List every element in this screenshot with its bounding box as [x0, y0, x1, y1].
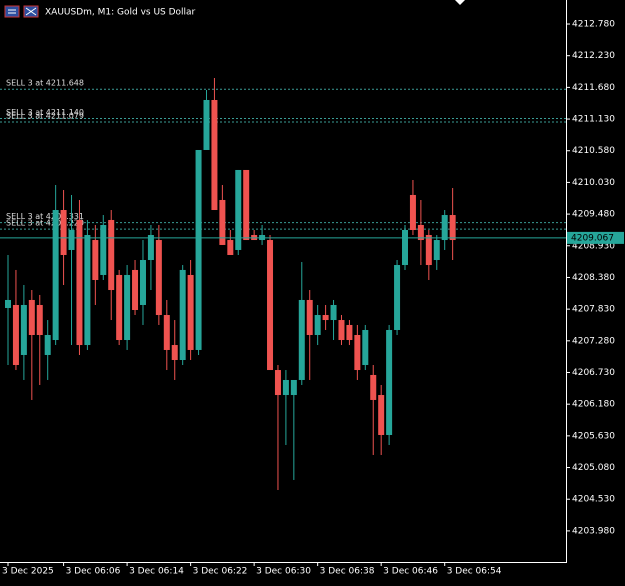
candle-body [394, 265, 401, 330]
chart-title: XAUUSDm, M1: Gold vs US Dollar [45, 8, 196, 18]
y-tick-label: 4206.180 [572, 400, 615, 410]
y-tick-label: 4207.830 [572, 305, 615, 315]
y-tick-label: 4208.930 [572, 241, 615, 251]
order-level-label: SELL 3 at 4211.079 [6, 111, 84, 120]
candle-body [179, 269, 186, 360]
y-tick-label: 4209.480 [572, 210, 615, 220]
y-tick-label: 4210.030 [572, 178, 615, 188]
candle-body [441, 215, 448, 241]
candle-body [124, 274, 131, 341]
candle-body [235, 169, 242, 250]
order-level-label: SELL 3 at 4211.648 [6, 79, 84, 88]
y-tick-label: 4205.630 [572, 431, 615, 441]
candle-body [227, 240, 234, 255]
y-tick-label: 4207.280 [572, 336, 615, 346]
order-level-label: SELL 3 at 4209.331 [6, 212, 84, 221]
y-tick-label: 4212.780 [572, 20, 615, 30]
icon [4, 5, 20, 18]
candle-body [338, 320, 345, 341]
x-tick-label: 3 Dec 06:14 [129, 567, 184, 577]
candle-body [267, 240, 274, 371]
candle-body [409, 194, 416, 230]
candle-body [274, 370, 281, 396]
bid-label: 4209.067 [571, 233, 614, 243]
candle-body [330, 304, 337, 321]
candle-body [219, 199, 226, 245]
candle-body [36, 304, 43, 335]
candle-body [187, 274, 194, 350]
candle-body [195, 149, 202, 350]
y-tick-label: 4203.980 [572, 526, 615, 536]
candle-body [362, 329, 369, 366]
candle-body [211, 99, 218, 211]
y-tick-label: 4210.580 [572, 146, 615, 156]
candle-body [108, 219, 115, 291]
candle-body [314, 315, 321, 335]
candle-body [163, 315, 170, 350]
candle-body [132, 269, 139, 311]
candle-body [139, 260, 146, 305]
x-tick-label: 3 Dec 06:06 [66, 567, 121, 577]
candle-body [5, 299, 11, 308]
y-tick-label: 4206.730 [572, 368, 615, 378]
candle-body [298, 299, 305, 380]
y-tick-label: 4211.680 [572, 83, 615, 93]
candle-body [100, 224, 107, 275]
candle-body [28, 299, 35, 335]
candle-body [243, 169, 250, 241]
candle-body [52, 210, 59, 341]
symbol-icons [4, 5, 39, 18]
candle-body [290, 379, 297, 396]
x-tick-label: 3 Dec 06:30 [256, 567, 311, 577]
x-tick-label: 3 Dec 06:38 [320, 567, 375, 577]
candle-body [84, 235, 91, 346]
candle-body [386, 329, 393, 435]
candle-body [171, 345, 178, 360]
order-level-label: SELL 3 at 4211.140 [6, 108, 84, 117]
candle-body [417, 224, 424, 241]
candle-body [76, 219, 83, 346]
icon-line [25, 7, 37, 16]
candle-body [116, 274, 123, 341]
x-tick-label: 3 Dec 06:54 [447, 567, 502, 577]
candle-body [147, 235, 154, 261]
candle-body [92, 240, 99, 280]
y-tick-label: 4212.230 [572, 51, 615, 61]
candle-body [306, 299, 313, 335]
y-tick-label: 4204.530 [572, 495, 615, 505]
candle-body [12, 304, 19, 366]
bid-tag [567, 231, 624, 244]
candle-body [425, 235, 432, 266]
x-tick-label: 3 Dec 06:46 [383, 567, 438, 577]
candle-body [378, 395, 385, 435]
y-tick-label: 4205.080 [572, 463, 615, 473]
candle-body [402, 229, 408, 266]
order-level-label: SELL 3 at 4209.220 [6, 219, 84, 228]
candle-body [20, 304, 27, 355]
candle-body [370, 374, 377, 400]
x-tick-label: 3 Dec 06:22 [193, 567, 248, 577]
x-tick-label: 3 Dec 2025 [2, 567, 54, 577]
candle-body [354, 334, 361, 371]
candle-body [449, 215, 456, 241]
y-tick-label: 4211.130 [572, 115, 615, 125]
candle-body [322, 315, 329, 321]
y-tick-label: 4208.380 [572, 273, 615, 283]
candle-body [346, 324, 353, 341]
shift-marker [455, 0, 465, 5]
candle-body [155, 240, 162, 316]
candle-body [203, 99, 210, 150]
candle-body [60, 210, 67, 255]
candle-body [433, 240, 440, 261]
candle-body [68, 229, 75, 250]
candle-body [282, 379, 289, 396]
candle-body [44, 334, 51, 355]
